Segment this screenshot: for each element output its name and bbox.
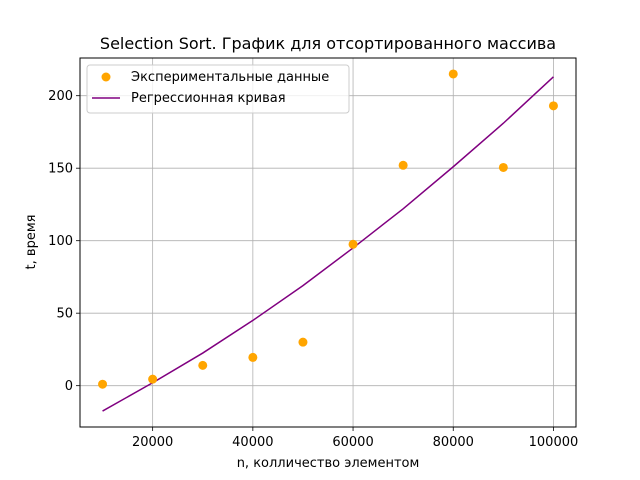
grid-layer bbox=[80, 58, 576, 427]
data-point bbox=[198, 360, 208, 370]
x-tick-label: 60000 bbox=[332, 435, 373, 450]
y-tick-label: 0 bbox=[65, 379, 73, 394]
legend: Экспериментальные данные Регрессионная к… bbox=[86, 64, 350, 114]
y-tick-label: 150 bbox=[48, 162, 73, 177]
legend-box bbox=[86, 64, 350, 114]
legend-scatter-marker bbox=[101, 72, 111, 82]
y-tick-label: 200 bbox=[48, 89, 73, 104]
chart-title: Selection Sort. График для отсортированн… bbox=[100, 34, 556, 53]
data-point bbox=[548, 101, 558, 111]
x-tick-label: 20000 bbox=[132, 435, 173, 450]
tick-layer: 20000 40000 60000 80000 100000 0 50 100 150 200 bbox=[48, 89, 578, 450]
data-point bbox=[148, 374, 158, 384]
data-point bbox=[448, 69, 458, 79]
y-tick-label: 100 bbox=[48, 234, 73, 249]
y-axis-label: t, время bbox=[24, 215, 39, 270]
data-point bbox=[298, 337, 308, 347]
data-layer bbox=[98, 69, 558, 412]
legend-line-label: Регрессионная кривая bbox=[131, 91, 286, 106]
data-point bbox=[398, 160, 408, 170]
plot-frame bbox=[79, 57, 577, 428]
data-point bbox=[248, 352, 258, 362]
regression-line bbox=[102, 76, 554, 412]
data-point bbox=[498, 162, 508, 172]
legend-scatter-label: Экспериментальные данные bbox=[131, 70, 329, 85]
data-point bbox=[98, 379, 108, 389]
y-tick-label: 50 bbox=[56, 307, 73, 322]
x-tick-label: 80000 bbox=[433, 435, 474, 450]
x-axis-label: n, колличество элементом bbox=[237, 456, 420, 471]
data-point bbox=[348, 239, 358, 249]
x-tick-label: 40000 bbox=[232, 435, 273, 450]
x-tick-label: 100000 bbox=[529, 435, 579, 450]
